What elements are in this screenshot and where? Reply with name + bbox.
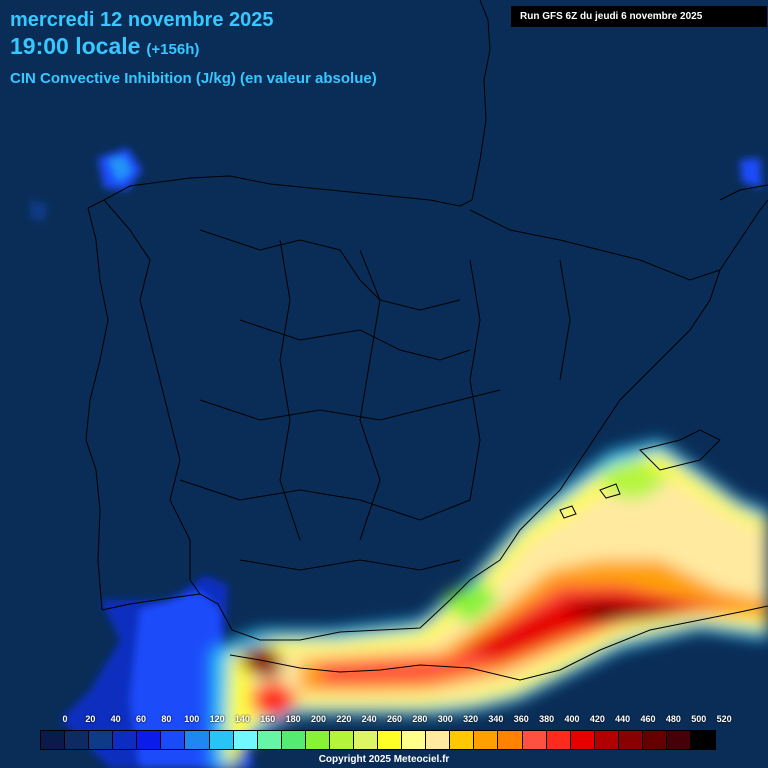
scale-swatch (329, 731, 355, 749)
scale-label: 60 (136, 714, 147, 724)
scale-label: 500 (691, 714, 707, 724)
coastlines-borders (85, 0, 768, 681)
forecast-offset: (+156h) (146, 41, 200, 58)
scale-swatch (257, 731, 282, 749)
scale-label: 80 (161, 714, 172, 724)
scale-label: 520 (716, 714, 732, 724)
forecast-time-label: 19:00 locale (10, 33, 141, 59)
scale-label: 260 (387, 714, 403, 724)
scale-label: 300 (437, 714, 453, 724)
scale-swatch (498, 731, 523, 749)
run-info-box: Run GFS 6Z du jeudi 6 novembre 2025 (511, 6, 767, 27)
scale-swatch (137, 731, 162, 749)
scale-swatch (522, 731, 547, 749)
scale-label: 180 (285, 714, 301, 724)
scale-swatch (281, 731, 306, 749)
cin-field-warm (210, 440, 768, 768)
scale-label: 440 (615, 714, 631, 724)
scale-swatch (161, 731, 186, 749)
scale-label: 120 (209, 714, 225, 724)
scale-label: 0 (62, 714, 68, 724)
scale-swatch (41, 731, 66, 749)
scale-labels: 0 20 40 60 80 100 120 140 160 180 200 220 240 260 280 3… (0, 714, 768, 726)
scale-label: 360 (513, 714, 529, 724)
scale-swatch (89, 731, 114, 749)
forecast-date: mercredi 12 novembre 2025 (10, 9, 274, 31)
scale-swatch (402, 731, 427, 749)
scale-swatch (450, 731, 475, 749)
scale-swatch (691, 731, 716, 749)
scale-swatch (378, 731, 403, 749)
scale-label: 140 (234, 714, 250, 724)
scale-swatch (667, 731, 692, 749)
scale-swatch (65, 731, 90, 749)
scale-label: 480 (665, 714, 681, 724)
scale-swatch (570, 731, 595, 749)
scale-label: 380 (539, 714, 555, 724)
scale-label: 100 (184, 714, 200, 724)
scale-swatch (209, 731, 234, 749)
scale-label: 20 (85, 714, 96, 724)
scale-label: 220 (336, 714, 352, 724)
scale-label: 40 (110, 714, 121, 724)
scale-swatch (594, 731, 619, 749)
copyright: Copyright 2025 Meteociel.fr (318, 754, 450, 765)
scale-swatch (354, 731, 379, 749)
scale-swatch (546, 731, 571, 749)
scale-swatch (426, 731, 451, 749)
scale-label: 420 (589, 714, 605, 724)
scale-label: 340 (488, 714, 504, 724)
scale-swatch (618, 731, 643, 749)
color-scale-bar (40, 730, 716, 750)
scale-label: 320 (463, 714, 479, 724)
scale-swatch (233, 731, 258, 749)
scale-swatch (642, 731, 668, 749)
parameter-title: CIN Convective Inhibition (J/kg) (en val… (10, 70, 377, 87)
scale-label: 400 (564, 714, 580, 724)
scale-label: 200 (310, 714, 327, 724)
scale-label: 240 (361, 714, 377, 724)
scale-label: 460 (640, 714, 656, 724)
scale-swatch (113, 731, 138, 749)
scale-swatch (185, 731, 210, 749)
forecast-time: 19:00 locale (+156h) (10, 33, 199, 60)
scale-swatch (305, 731, 330, 749)
scale-label: 280 (412, 714, 428, 724)
scale-label: 160 (260, 714, 276, 724)
scale-swatch (474, 731, 499, 749)
